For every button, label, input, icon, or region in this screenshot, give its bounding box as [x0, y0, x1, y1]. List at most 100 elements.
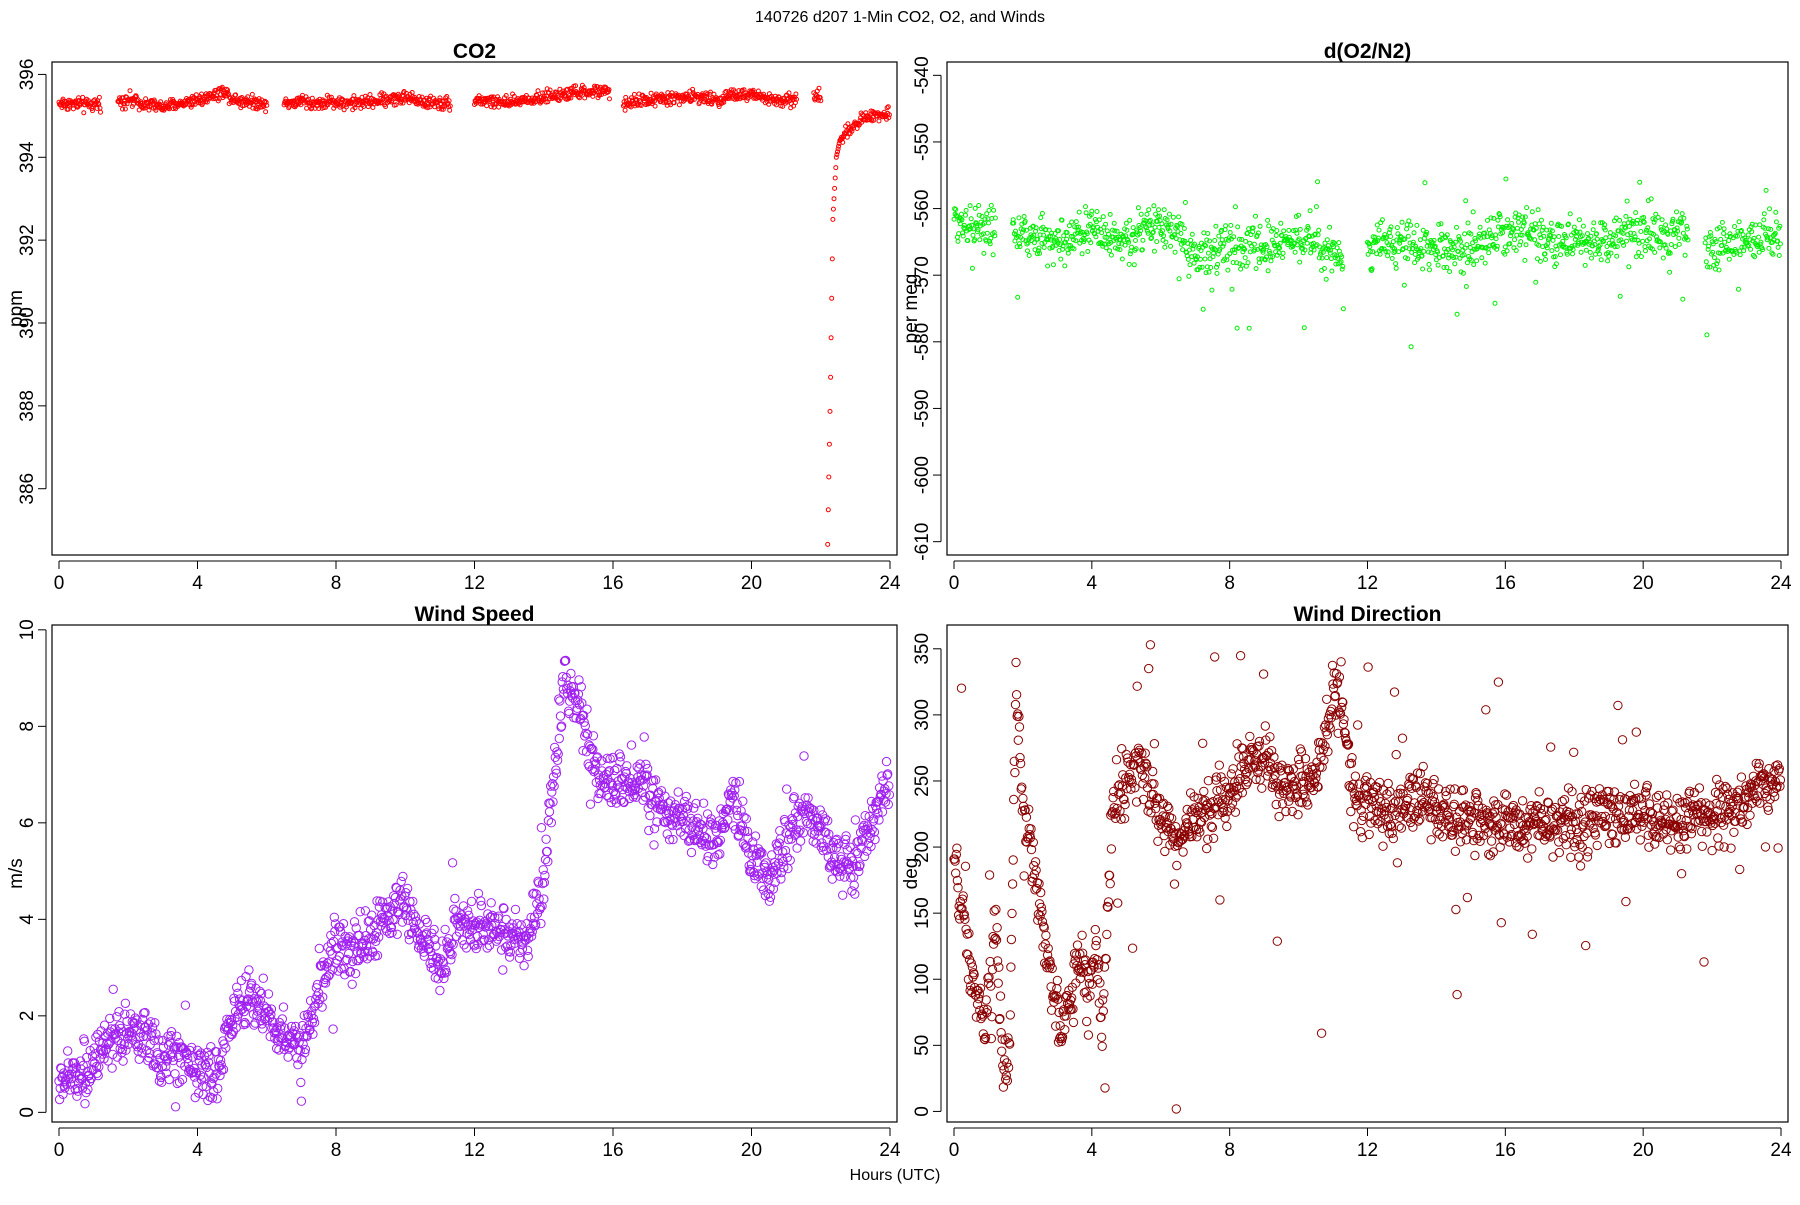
data-point: [677, 103, 681, 107]
y-tick-label: -580: [912, 323, 933, 361]
data-point: [1177, 215, 1181, 219]
data-point: [1658, 246, 1662, 250]
y-tick-label: 100: [912, 963, 933, 995]
data-point: [448, 108, 452, 112]
data-point: [1236, 652, 1244, 660]
data-point: [1515, 226, 1519, 230]
x-tick-label: 24: [1770, 1140, 1792, 1161]
data-point: [650, 841, 658, 849]
data-point: [1592, 221, 1596, 225]
data-point: [957, 684, 965, 692]
data-point: [524, 952, 532, 960]
data-point: [1767, 246, 1771, 250]
data-point: [1365, 830, 1373, 838]
data-point: [1768, 207, 1772, 211]
data-point: [544, 857, 552, 865]
data-point: [1455, 225, 1459, 229]
data-point: [1685, 227, 1689, 231]
data-point: [682, 792, 690, 800]
data-point: [1273, 937, 1281, 945]
data-point: [1492, 216, 1496, 220]
data-point: [1762, 218, 1766, 222]
data-point: [1243, 778, 1251, 786]
data-point: [1504, 177, 1508, 181]
data-point: [351, 969, 359, 977]
data-point: [850, 881, 858, 889]
data-point: [1139, 212, 1143, 216]
data-point: [1008, 880, 1016, 888]
data-point: [1354, 721, 1362, 729]
y-tick-label: -540: [912, 56, 933, 94]
panel-title: Wind Speed: [415, 603, 535, 626]
data-point: [1129, 249, 1133, 253]
data-point: [1653, 250, 1657, 254]
data-point: [1188, 263, 1192, 267]
data-point: [336, 928, 344, 936]
data-point: [1254, 214, 1258, 218]
data-point: [1092, 937, 1100, 945]
data-point: [1478, 232, 1482, 236]
data-point: [82, 111, 86, 115]
data-point: [487, 899, 495, 907]
data-point: [327, 939, 335, 947]
data-point: [1559, 253, 1563, 257]
data-point: [1206, 232, 1210, 236]
data-point: [1121, 800, 1129, 808]
data-point: [1581, 224, 1585, 228]
data-point: [1183, 201, 1187, 205]
data-point: [1402, 283, 1406, 287]
data-point: [632, 92, 636, 96]
data-point: [1239, 267, 1243, 271]
data-point: [1266, 218, 1270, 222]
data-point: [1675, 210, 1679, 214]
data-point: [1737, 220, 1741, 224]
data-point: [1534, 280, 1538, 284]
data-point: [1040, 211, 1044, 215]
panel-title: CO2: [453, 40, 496, 63]
data-point: [1141, 774, 1149, 782]
data-point: [1644, 249, 1648, 253]
data-point: [1146, 641, 1154, 649]
data-point: [1069, 1018, 1077, 1026]
data-point: [973, 206, 977, 210]
data-point: [436, 986, 444, 994]
data-point: [1281, 256, 1285, 260]
data-point: [1228, 231, 1232, 235]
data-point: [1428, 268, 1432, 272]
data-point: [1042, 246, 1046, 250]
data-point: [742, 815, 750, 823]
data-point: [1418, 238, 1422, 242]
data-point: [1557, 235, 1561, 239]
data-point: [1014, 736, 1022, 744]
data-point: [1389, 235, 1393, 239]
data-point: [1705, 333, 1709, 337]
data-point: [1395, 226, 1399, 230]
data-point: [1003, 1077, 1011, 1085]
data-point: [1304, 801, 1312, 809]
data-point: [539, 866, 547, 874]
data-point: [1189, 238, 1193, 242]
data-point: [1106, 880, 1114, 888]
data-point: [994, 979, 1002, 987]
data-point: [1281, 251, 1285, 255]
data-point: [1198, 257, 1202, 261]
data-point: [1258, 224, 1262, 228]
data-point: [536, 89, 540, 93]
data-point: [1506, 218, 1510, 222]
data-point: [1317, 228, 1321, 232]
x-tick-label: 24: [879, 573, 901, 594]
data-point: [1590, 256, 1594, 260]
data-point: [993, 924, 1001, 932]
data-point: [1152, 249, 1156, 253]
data-point: [1267, 224, 1271, 228]
data-point: [1187, 274, 1191, 278]
data-point: [1517, 220, 1521, 224]
data-point: [674, 788, 682, 796]
data-point: [640, 733, 648, 741]
data-point: [1677, 242, 1681, 246]
data-point: [1105, 871, 1113, 879]
x-tick-label: 0: [949, 573, 960, 594]
data-point: [831, 207, 835, 211]
data-point: [1465, 261, 1469, 265]
